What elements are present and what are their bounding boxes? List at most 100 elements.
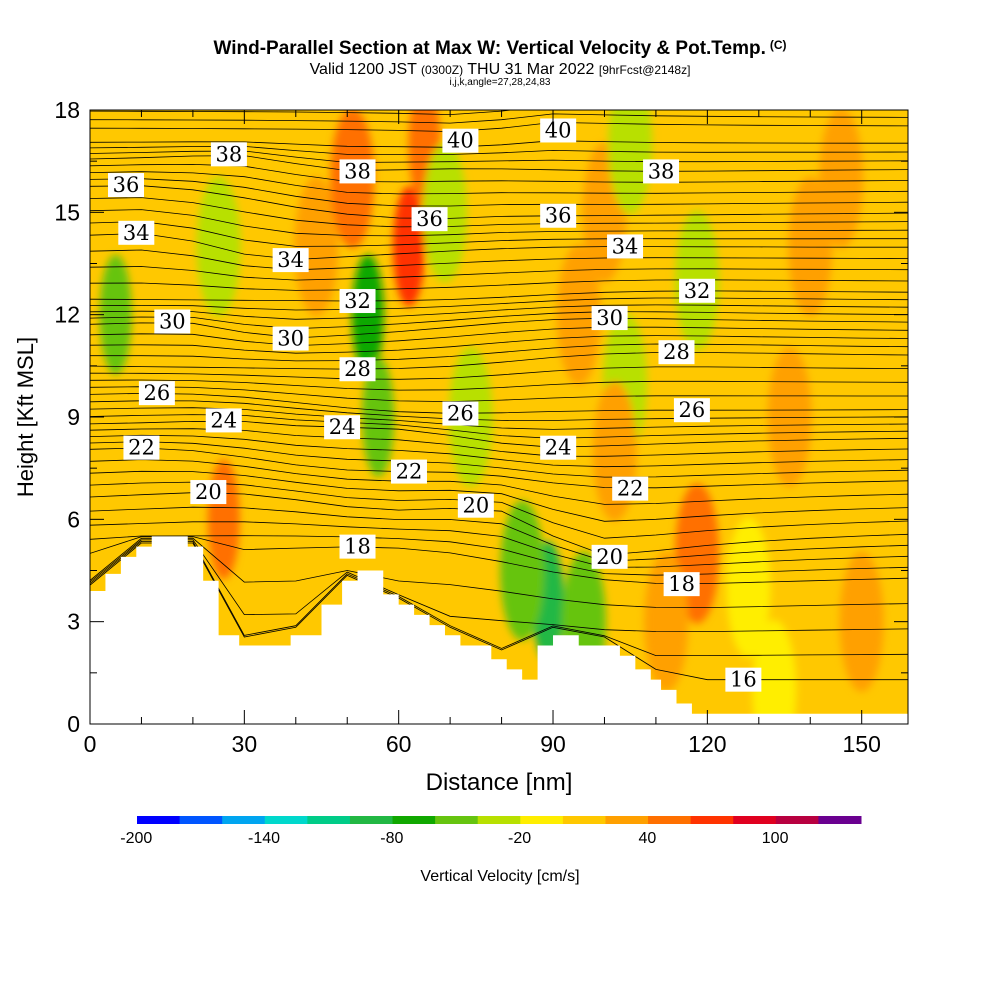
isentrope-line (90, 171, 908, 195)
isentrope-line (90, 521, 908, 568)
x-tick-label: 30 (232, 731, 258, 757)
isentrope-line (90, 290, 908, 302)
contour-label-text: 38 (344, 159, 371, 183)
chart-indices: i,j,k,angle=27,28,24,83 (449, 77, 551, 88)
isentrope-line (90, 379, 908, 391)
y-tick-label: 3 (67, 609, 80, 635)
isentrope-line (90, 279, 908, 291)
velocity-feature-18 (608, 110, 653, 215)
colorbar-swatch (562, 816, 606, 824)
x-tick-label: 0 (84, 731, 97, 757)
colorbar-tick-label: -80 (380, 830, 403, 847)
contour-label: 28 (339, 357, 376, 382)
x-tick-label: 60 (386, 731, 412, 757)
contour-label: 30 (272, 326, 309, 351)
contour-label: 32 (339, 289, 376, 314)
isentrope-line (90, 542, 908, 681)
velocity-feature-5 (362, 357, 395, 477)
isentrope-line (90, 459, 908, 505)
contour-label-text: 26 (447, 402, 474, 426)
y-axis-label: Height [Kft MSL] (13, 337, 38, 497)
isentrope-line (90, 88, 908, 97)
isentrope-line (90, 249, 908, 271)
contour-label-text: 32 (684, 279, 711, 303)
contour-label: 40 (442, 128, 479, 153)
isentrope-line (90, 434, 908, 468)
contour-label: 36 (411, 207, 448, 232)
contour-label-text: 34 (123, 221, 150, 245)
colorbar-tick-label: -140 (248, 830, 280, 847)
contour-label-text: 26 (679, 398, 706, 422)
contour-label: 26 (673, 398, 710, 423)
contour-label: 18 (339, 534, 376, 559)
isentrope-line (90, 80, 908, 89)
y-tick-label: 12 (54, 302, 80, 328)
x-axis-label: Distance [nm] (426, 769, 573, 796)
velocity-feature-12 (500, 500, 545, 641)
isentrope-line (90, 441, 908, 478)
x-tick-label: 120 (688, 731, 726, 757)
velocity-feature-27 (819, 110, 864, 249)
colorbar-tick-label: -20 (508, 830, 531, 847)
colorbar-tick-label: 40 (638, 830, 656, 847)
colorbar-swatch (690, 816, 734, 824)
colorbar-swatch (435, 816, 479, 824)
contour-label-text: 20 (462, 494, 489, 518)
colorbar-swatch (477, 816, 521, 824)
isentrope-line (90, 492, 908, 556)
contour-label: 30 (591, 306, 628, 331)
velocity-feature-22 (788, 176, 833, 317)
contour-labels: 38 38 36 34 34 40 40 38 36 36 34 32 32 30 30 30 28 28 26 26… (108, 118, 762, 692)
contour-label: 34 (118, 220, 155, 245)
y-tick-label: 15 (54, 199, 80, 225)
y-tick-label: 0 (67, 711, 80, 737)
contour-label: 36 (108, 173, 145, 198)
velocity-feature-25 (726, 517, 771, 658)
contour-label-text: 34 (277, 248, 304, 272)
isentrope-line (90, 304, 908, 320)
contour-label: 22 (123, 435, 160, 460)
contour-label-text: 28 (663, 340, 690, 364)
colorbar-swatch (818, 816, 862, 824)
velocity-feature-14 (556, 244, 601, 385)
velocity-feature-0 (99, 254, 132, 375)
copyright-mark: (C) (769, 38, 787, 52)
contour-label: 40 (540, 118, 577, 143)
isentrope-line (90, 343, 908, 362)
velocity-feature-4 (351, 254, 384, 375)
velocity-feature-1 (207, 459, 240, 580)
contour-label-text: 24 (545, 436, 572, 460)
isentrope-line (90, 311, 908, 330)
velocity-feature-24 (839, 551, 884, 692)
contour-label: 22 (390, 459, 427, 484)
contour-label-text: 40 (545, 118, 572, 142)
contour-label-text: 24 (329, 415, 356, 439)
isentrope-line (90, 178, 908, 207)
contour-label: 24 (540, 435, 577, 460)
contour-label-text: 30 (159, 309, 186, 333)
contour-label-text: 18 (668, 572, 695, 596)
chart-title: Wind-Parallel Section at Max W: Vertical… (213, 38, 787, 59)
colorbar-swatch (137, 816, 181, 824)
colorbar-swatch (775, 816, 819, 824)
contour-label: 28 (658, 340, 695, 365)
isentrope-line (90, 317, 908, 339)
colorbar-tick-label: -200 (120, 830, 152, 847)
isentrope-line (90, 535, 908, 576)
contour-label: 32 (679, 278, 716, 303)
contour-label: 36 (540, 203, 577, 228)
isentrope-line (90, 386, 908, 403)
contour-label: 26 (138, 381, 175, 406)
colorbar-tick-label: 100 (762, 830, 789, 847)
isentrope-line (90, 481, 908, 539)
contour-label-text: 36 (545, 204, 572, 228)
contour-label-text: 32 (344, 289, 371, 313)
contour-label-text: 18 (344, 535, 371, 559)
isentrope-line (90, 209, 908, 237)
y-tick-label: 6 (67, 506, 80, 532)
isentrope-line (90, 232, 908, 260)
velocity-feature-2 (196, 176, 241, 317)
y-tick-label: 18 (54, 97, 80, 123)
contour-label-text: 36 (113, 173, 140, 197)
